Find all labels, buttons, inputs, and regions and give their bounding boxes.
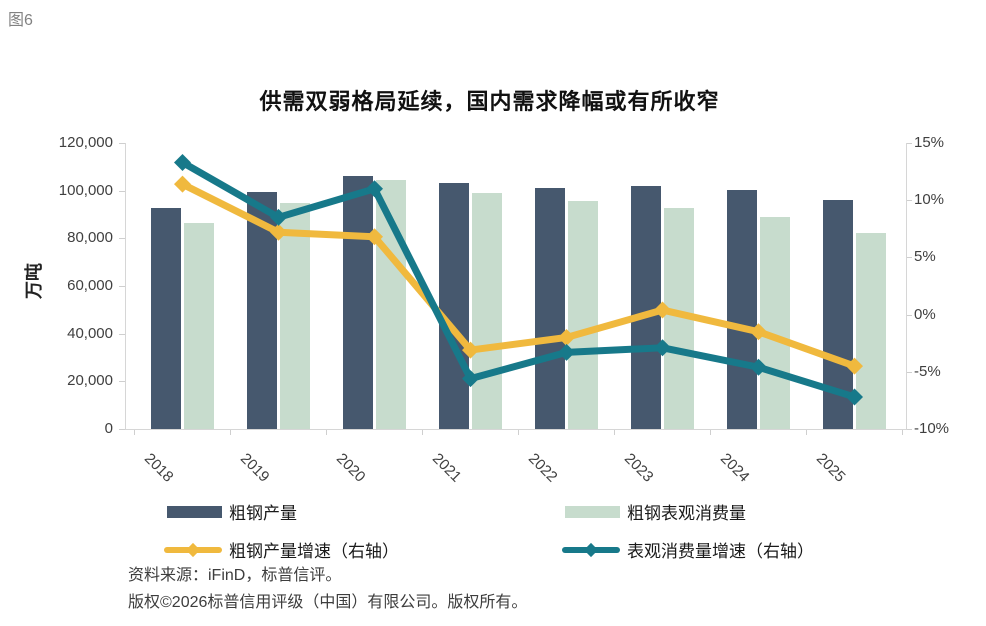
left-axis-tick-0: 0 xyxy=(104,420,113,437)
legend-item-consumption: 粗钢表观消费量 xyxy=(565,499,746,524)
marker-production-growth-2018 xyxy=(174,175,191,193)
x-axis-tickmark xyxy=(517,430,519,435)
x-axis-label-2019: 2019 xyxy=(236,450,273,486)
marker-production-growth-2021 xyxy=(462,341,479,359)
legend-label: 表观消费量增速（右轴） xyxy=(627,542,814,561)
legend-item-production: 粗钢产量 xyxy=(167,499,297,524)
marker-consumption-growth-2019 xyxy=(270,208,287,226)
legend-label: 粗钢表观消费量 xyxy=(627,504,746,523)
marker-consumption-growth-2023 xyxy=(654,339,671,357)
x-axis-label-2023: 2023 xyxy=(620,450,657,486)
marker-consumption-growth-2021 xyxy=(462,370,479,388)
x-axis-label-2025: 2025 xyxy=(812,450,849,486)
marker-consumption-growth-2020 xyxy=(366,180,383,198)
x-axis-label-2020: 2020 xyxy=(332,450,369,486)
right-axis-tickmark xyxy=(906,143,912,144)
bar-consumption-2022 xyxy=(568,200,598,429)
x-axis-tickmark xyxy=(709,430,711,435)
left-axis-tickmark xyxy=(119,381,125,383)
bar-consumption-2024 xyxy=(760,217,790,429)
right-axis-tickmark xyxy=(906,314,912,316)
right-axis-tickmark xyxy=(906,371,912,373)
bar-production-2020 xyxy=(343,176,373,429)
marker-production-growth-2025 xyxy=(846,357,863,375)
bar-production-2021 xyxy=(439,183,469,429)
left-axis-tick-100000: 100,000 xyxy=(58,181,113,199)
x-axis-label-2021: 2021 xyxy=(428,450,465,486)
left-axis-tickmark xyxy=(119,190,125,192)
left-axis-tickmark xyxy=(119,333,125,335)
right-axis-tickmark xyxy=(906,429,912,430)
marker-production-growth-2022 xyxy=(558,328,575,346)
left-axis-tick-80000: 80,000 xyxy=(67,229,113,247)
legend-item-production-growth: 粗钢产量增速（右轴） xyxy=(164,537,399,562)
bar-production-2024 xyxy=(727,189,757,429)
marker-production-growth-2019 xyxy=(270,223,287,241)
bar-consumption-2021 xyxy=(472,193,502,429)
marker-consumption-growth-2025 xyxy=(846,388,863,406)
copyright-note: 版权©2026标普信用评级（中国）有限公司。版权所有。 xyxy=(128,594,528,611)
left-axis-tickmark xyxy=(119,286,125,287)
plot-area xyxy=(125,143,907,430)
diamond-marker-icon xyxy=(583,542,599,557)
x-axis-tickmark xyxy=(901,430,903,435)
chart-title: 供需双弱格局延续，国内需求降幅或有所收窄 xyxy=(259,89,720,114)
x-axis-tickmark xyxy=(805,430,807,435)
x-axis-tickmark xyxy=(229,430,231,435)
left-axis-tickmark xyxy=(119,429,125,430)
bar-consumption-2019 xyxy=(280,202,310,429)
left-axis-tickmark xyxy=(119,143,125,144)
right-axis-tick-5: 5% xyxy=(914,248,936,266)
production-bar-swatch xyxy=(167,505,222,518)
right-axis-tick--5: -5% xyxy=(914,362,941,380)
x-axis-tickmark xyxy=(325,430,327,435)
x-axis-label-2024: 2024 xyxy=(716,450,753,486)
right-axis-tick-15: 15% xyxy=(914,134,945,151)
left-axis-tick-20000: 20,000 xyxy=(67,372,113,390)
figure-number: 图6 xyxy=(8,12,33,29)
production-growth-line-swatch xyxy=(164,542,222,557)
consumption-bar-swatch xyxy=(565,505,620,518)
marker-consumption-growth-2022 xyxy=(558,343,575,361)
legend-label: 粗钢产量 xyxy=(229,504,297,523)
marker-production-growth-2023 xyxy=(654,301,671,319)
growth-lines-layer xyxy=(174,153,863,406)
marker-consumption-growth-2018 xyxy=(174,153,191,171)
left-axis-tickmark xyxy=(119,238,125,240)
line-production-growth xyxy=(180,181,856,370)
left-axis-tick-40000: 40,000 xyxy=(67,324,113,342)
legend-item-consumption-growth: 表观消费量增速（右轴） xyxy=(562,537,814,562)
x-axis-tickmark xyxy=(421,430,423,435)
source-note: 资料来源：iFinD，标普信评。 xyxy=(128,567,342,584)
x-axis-tickmark xyxy=(613,430,615,435)
right-axis-tick--10: -10% xyxy=(914,420,950,437)
bar-production-2022 xyxy=(535,187,565,429)
x-axis-label-2018: 2018 xyxy=(140,450,177,486)
right-axis-tick-10: 10% xyxy=(914,191,945,209)
line-consumption-growth xyxy=(180,159,856,401)
bar-production-2018 xyxy=(151,207,181,429)
consumption-growth-line-swatch xyxy=(562,542,620,557)
right-axis-tick-0: 0% xyxy=(914,305,936,323)
legend-label: 粗钢产量增速（右轴） xyxy=(229,542,399,561)
bar-production-2023 xyxy=(631,186,661,429)
marker-consumption-growth-2024 xyxy=(750,358,767,376)
marker-production-growth-2020 xyxy=(366,228,383,246)
right-axis-tickmark xyxy=(906,257,912,259)
x-axis-label-2022: 2022 xyxy=(524,450,561,486)
left-axis-tick-60000: 60,000 xyxy=(67,277,113,294)
diamond-marker-icon xyxy=(185,542,201,557)
bar-consumption-2018 xyxy=(184,223,214,429)
right-axis-tickmark xyxy=(906,200,912,202)
marker-production-growth-2024 xyxy=(750,323,767,341)
left-axis-tick-120000: 120,000 xyxy=(58,134,113,151)
x-axis-tickmark xyxy=(133,430,135,435)
